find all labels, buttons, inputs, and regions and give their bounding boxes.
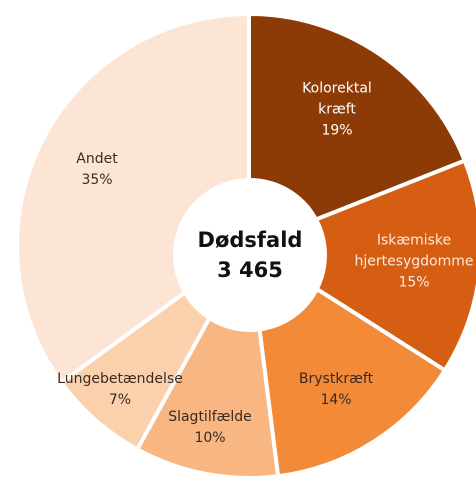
donut-hole (173, 178, 327, 332)
slice (244, 157, 476, 374)
slice (15, 11, 251, 386)
center-label: Dødsfald 3 465 (198, 225, 303, 285)
slice-name: Iskæmiske hjertesygdomme (354, 232, 474, 270)
slice-percent: 35% (81, 172, 113, 188)
slice-label: Iskæmiske hjertesygdomme 15% (349, 231, 476, 294)
slice-label: Lungebetændelse 7% (40, 369, 200, 411)
center-title: Dødsfald (197, 228, 303, 252)
slice-name: Kolorektal kræft (302, 80, 372, 118)
slice-name: Lungebetændelse (57, 371, 183, 387)
slice-label: Brystkræft 14% (276, 369, 396, 411)
slice-percent: 7% (108, 392, 132, 408)
center-value: 3 465 (217, 258, 283, 282)
slice-label: Andet 35% (42, 149, 152, 191)
slice-label: Kolorektal kræft 19% (282, 79, 392, 142)
slice-percent: 14% (320, 392, 352, 408)
slice-percent: 15% (398, 274, 430, 291)
slice (247, 11, 468, 249)
slice-percent: 10% (194, 430, 226, 446)
slice-name: Brystkræft (298, 371, 374, 387)
slice-label: Slagtilfælde 10% (150, 407, 270, 449)
slice-name: Slagtilfælde (168, 409, 252, 425)
slice-name: Andet (76, 151, 118, 167)
slice-percent: 19% (321, 122, 353, 139)
